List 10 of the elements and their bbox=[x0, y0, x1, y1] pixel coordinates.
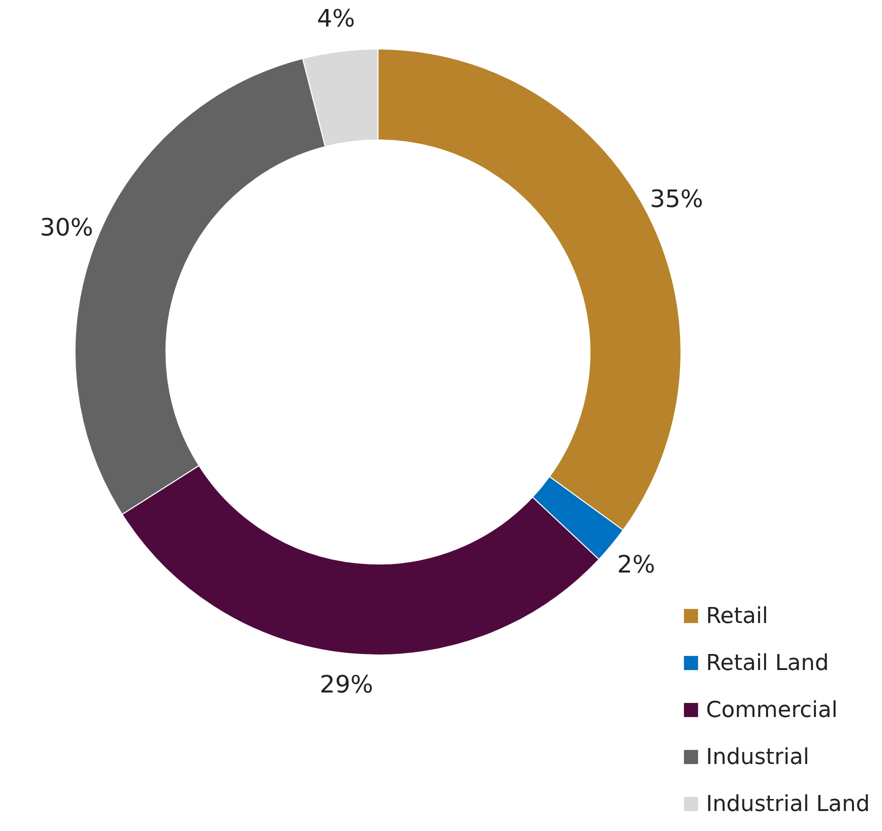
data-label: 4% bbox=[316, 4, 356, 33]
data-label: 29% bbox=[320, 670, 374, 699]
legend-label: Industrial bbox=[706, 745, 810, 770]
legend-label: Commercial bbox=[706, 698, 838, 723]
legend-label: Retail bbox=[706, 604, 768, 629]
legend-label: Retail Land bbox=[706, 651, 829, 676]
data-label: 30% bbox=[40, 214, 94, 242]
data-label: 35% bbox=[650, 184, 704, 213]
data-label: 2% bbox=[617, 550, 656, 579]
legend-label: Industrial Land bbox=[706, 792, 870, 817]
